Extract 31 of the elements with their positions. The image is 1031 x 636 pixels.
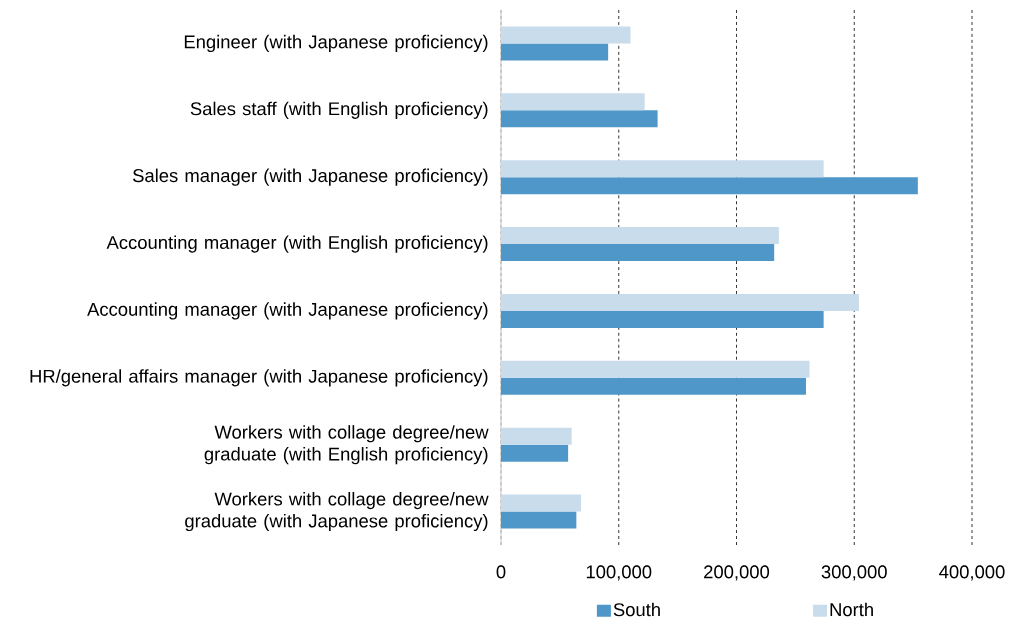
- bar: [501, 160, 824, 178]
- y-tick-label: Workers with collage degree/new graduate (with English proficiency): [204, 425, 489, 465]
- x-tick-label: 300,000: [821, 565, 887, 581]
- bar: [501, 244, 775, 262]
- bar: [501, 43, 609, 61]
- bar: [501, 494, 582, 512]
- bar: [501, 93, 645, 111]
- bar: [501, 227, 779, 245]
- bar: [501, 110, 658, 128]
- x-tick-label: 0: [496, 565, 506, 579]
- x-tick-label: 100,000: [586, 565, 652, 581]
- y-tick-label: Engineer (with Japanese proficiency): [184, 34, 488, 53]
- y-tick-label: Accounting manager (with English proficiency): [106, 235, 488, 253]
- bar: [501, 177, 918, 195]
- x-tick-label: 200,000: [704, 565, 770, 581]
- y-tick-label: Sales manager (with Japanese proficiency): [133, 168, 488, 186]
- legend-label: North: [830, 602, 873, 617]
- bar: [501, 310, 824, 328]
- y-tick-label: Accounting manager (with Japanese proficiency): [87, 302, 488, 320]
- y-tick-label: Sales staff (with English proficiency): [190, 101, 488, 119]
- bar: [501, 444, 569, 462]
- bar: [501, 293, 859, 311]
- bar: [501, 377, 806, 395]
- bar: [501, 511, 577, 529]
- bar: [501, 427, 572, 445]
- y-tick-label: HR/general affairs manager (with Japanese proficiency): [30, 369, 488, 387]
- x-tick-label: 400,000: [939, 565, 1005, 581]
- y-tick-label: Workers with collage degree/new graduate (with Japanese proficiency): [185, 492, 489, 532]
- bar: [501, 360, 810, 378]
- bar: [501, 26, 631, 44]
- legend-label: South: [613, 602, 660, 617]
